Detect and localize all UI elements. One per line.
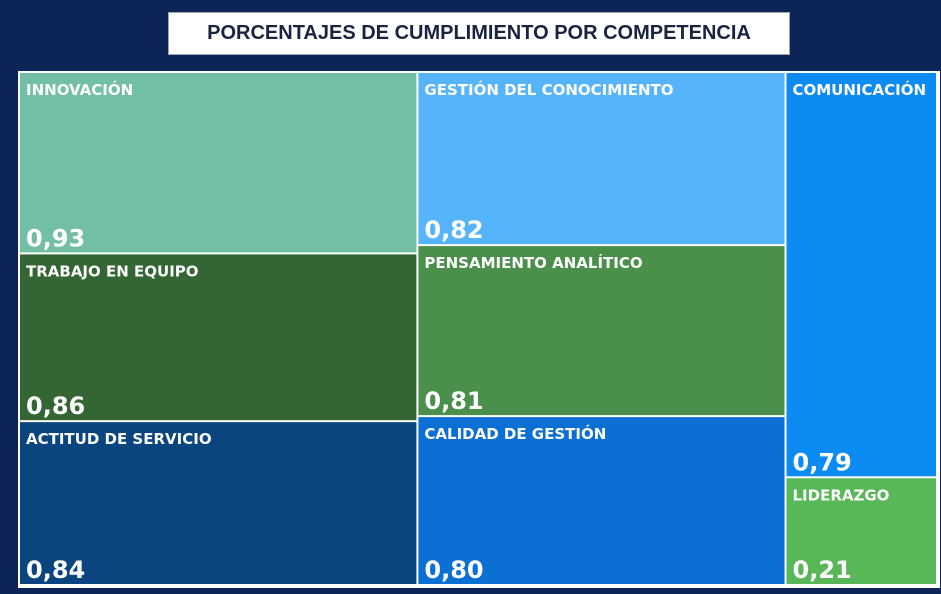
chart-title: PORCENTAJES DE CUMPLIMIENTO POR COMPETEN… (168, 12, 790, 55)
tile-value: 0,86 (26, 392, 85, 420)
treemap-tile (20, 422, 417, 584)
tile-label: ACTITUD DE SERVICIO (26, 430, 212, 448)
tile-label: INNOVACIÓN (26, 80, 133, 99)
tile-value: 0,93 (26, 224, 85, 252)
tile-value: 0,82 (424, 216, 483, 244)
treemap-tile (786, 73, 936, 477)
tile-label: LIDERAZGO (793, 486, 890, 504)
tile-value: 0,79 (793, 448, 852, 476)
treemap-tile (20, 73, 417, 253)
tile-value: 0,80 (424, 556, 483, 584)
tile-label: CALIDAD DE GESTIÓN (424, 424, 606, 443)
treemap-tile (418, 73, 785, 245)
treemap-tile (418, 417, 785, 584)
tile-value: 0,21 (793, 556, 852, 584)
treemap-tile (418, 246, 785, 416)
treemap-tile (20, 254, 417, 421)
tile-label: PENSAMIENTO ANALÍTICO (424, 253, 642, 272)
tile-value: 0,81 (424, 387, 483, 415)
tile-value: 0,84 (26, 556, 85, 584)
tile-label: COMUNICACIÓN (793, 80, 927, 99)
tile-label: TRABAJO EN EQUIPO (26, 262, 199, 280)
tile-label: GESTIÓN DEL CONOCIMIENTO (424, 80, 673, 99)
treemap-tile (786, 478, 936, 584)
